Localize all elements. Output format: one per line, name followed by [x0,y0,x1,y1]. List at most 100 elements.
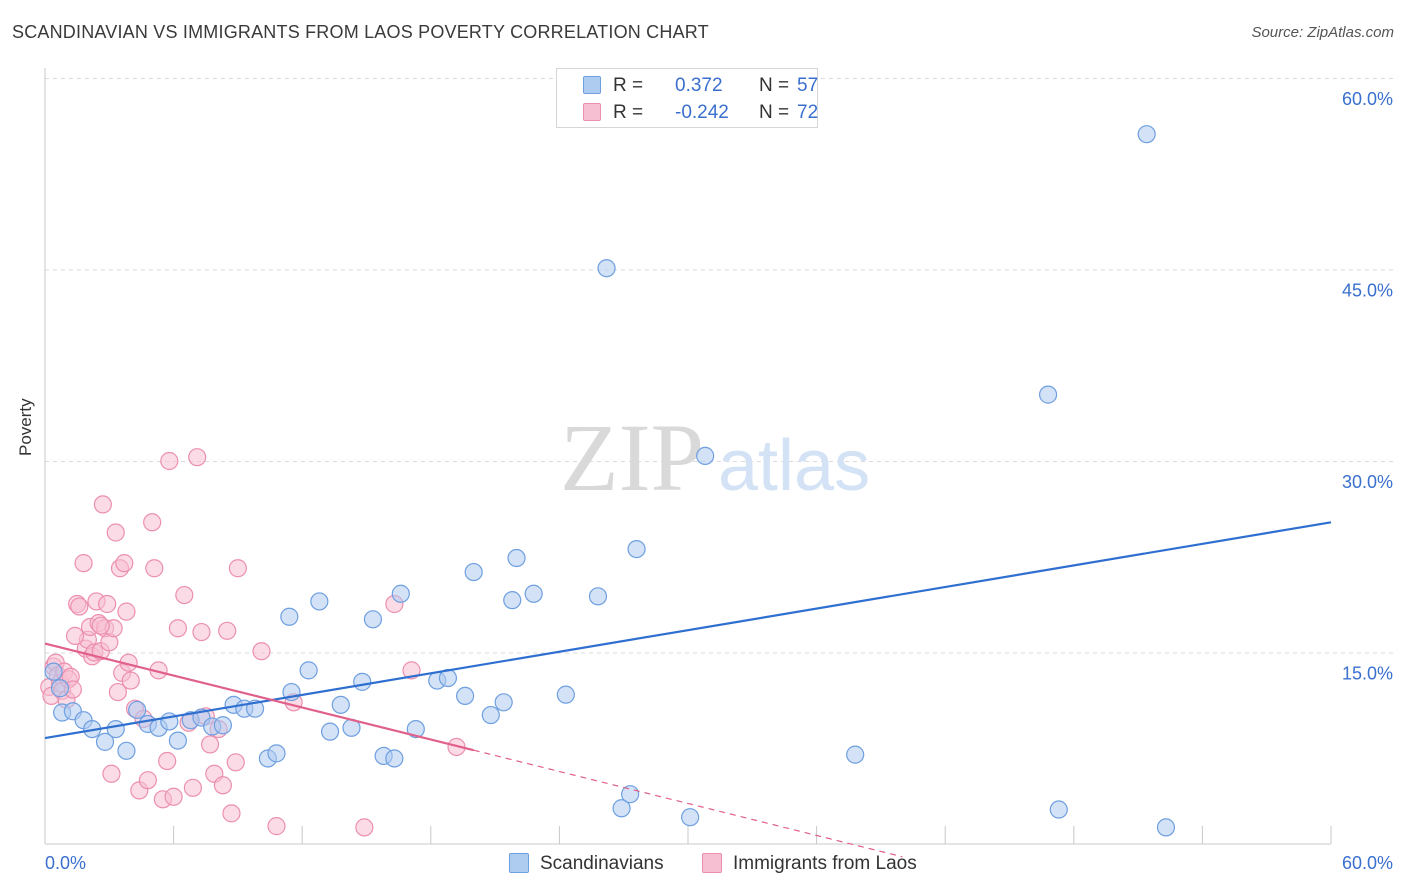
series-laos-points [40,448,466,837]
y-tick-labels: 15.0% 30.0% 45.0% 60.0% [1342,89,1393,684]
legend-r-value: 0.372 [675,75,723,96]
legend-swatch-laos [702,853,722,873]
watermark-zip: ZIP [560,404,704,511]
data-point-laos [188,448,207,467]
data-point-scandinavians [385,749,404,768]
scandinavians-trend-line [44,521,1332,740]
data-point-laos [168,619,187,638]
data-point-scandinavians [481,705,500,725]
series-scandinavians-points [44,125,1176,837]
legend-n-value: 57 [797,75,819,96]
data-point-laos [138,771,157,790]
data-point-scandinavians [696,446,715,465]
data-point-laos [121,671,140,690]
y-tick-label: 30.0% [1342,472,1393,492]
data-point-scandinavians [128,700,147,720]
y-tick-label: 60.0% [1342,89,1393,109]
chart-title: SCANDINAVIAN VS IMMIGRANTS FROM LAOS POV… [12,22,709,42]
correlation-legend: R = 0.372 N = 57 R = -0.242 N = 72 [556,68,818,128]
data-point-laos [160,451,179,471]
data-point-laos [143,513,162,532]
data-point-laos [158,751,177,771]
data-point-scandinavians [627,539,646,559]
data-point-scandinavians [117,741,136,760]
data-point-laos [252,642,271,661]
data-point-laos [226,753,245,772]
data-point-laos [102,764,121,783]
data-point-scandinavians [612,799,631,818]
data-point-laos [192,622,211,642]
data-point-laos [267,817,286,836]
legend-r-label: R = [613,75,644,96]
data-point-scandinavians [681,808,700,827]
legend-label-scandinavians: Scandinavians [540,853,664,874]
data-point-laos [98,594,117,614]
y-tick-label: 15.0% [1342,664,1393,684]
data-point-scandinavians [44,662,63,681]
legend-label-laos: Immigrants from Laos [733,853,917,874]
data-point-laos [164,787,183,806]
data-point-scandinavians [267,744,286,763]
trend-lines [44,521,1332,858]
data-point-laos [93,495,112,514]
legend-swatch-scandinavians [509,853,529,873]
data-point-scandinavians [846,745,865,764]
data-point-scandinavians [310,592,329,611]
data-point-scandinavians [1156,818,1176,837]
x-tick-label: 0.0% [45,853,86,873]
data-point-laos [70,597,89,616]
data-point-scandinavians [95,732,115,751]
data-point-scandinavians [320,722,340,741]
data-point-laos [218,621,237,640]
data-point-scandinavians [280,607,299,626]
y-tick-label: 45.0% [1342,281,1393,301]
data-point-scandinavians [1049,800,1068,819]
data-point-scandinavians [464,562,483,582]
laos-trend-line [44,642,474,752]
data-point-scandinavians [391,584,410,603]
data-point-laos [213,776,232,795]
data-point-laos [228,559,247,578]
source-label: Source: ZipAtlas.com [1251,24,1394,41]
gridlines [45,78,1394,654]
data-point-scandinavians [50,679,70,698]
data-point-scandinavians [556,685,575,704]
legend-n-label: N = [759,75,790,96]
data-point-scandinavians [507,548,526,568]
data-point-laos [91,616,110,635]
data-point-scandinavians [494,693,513,712]
legend-n-label: N = [759,102,790,123]
data-point-laos [145,559,164,578]
data-point-scandinavians [524,584,543,603]
data-point-laos [117,602,136,621]
x-tick-label: 60.0% [1342,853,1393,873]
data-point-scandinavians [1038,385,1058,404]
data-point-scandinavians [1137,125,1156,144]
data-point-laos [355,818,374,837]
data-point-laos [402,661,421,680]
legend-n-value: 72 [797,102,819,123]
data-point-laos [222,804,241,823]
watermark-atlas: atlas [718,426,870,506]
legend-r-label: R = [613,102,644,123]
data-point-scandinavians [597,259,616,278]
data-point-laos [74,554,93,573]
data-point-scandinavians [621,785,640,804]
data-point-scandinavians [503,591,522,610]
data-point-laos [115,554,134,573]
data-point-laos [200,735,220,754]
legend-swatch-scandinavians [583,76,601,94]
data-point-laos [65,626,85,646]
watermark: ZIP atlas [560,404,870,511]
laos-trend-extension [473,749,903,858]
data-point-scandinavians [168,731,187,750]
data-point-scandinavians [106,719,125,739]
data-point-scandinavians [363,610,383,629]
data-point-laos [183,778,202,797]
data-point-scandinavians [213,716,232,735]
y-axis-title: Poverty [16,398,35,456]
legend-swatch-laos [583,103,601,121]
x-tick-labels: 0.0% 60.0% [45,853,1393,873]
data-point-scandinavians [455,686,475,706]
